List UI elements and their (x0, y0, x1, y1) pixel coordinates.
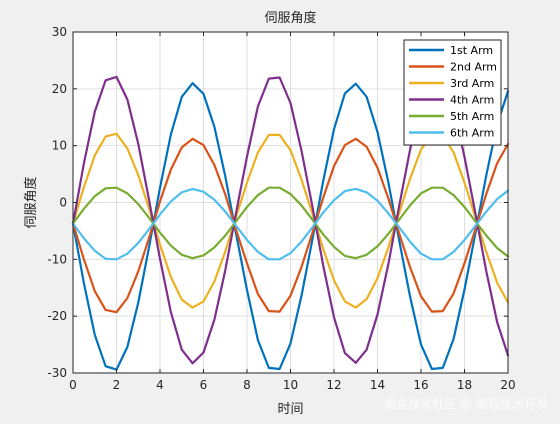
y-tick-label-4: 10 (52, 139, 67, 153)
x-tick-label-0: 0 (69, 378, 77, 392)
watermark-text: 掘金技术社区 @ 编程技术开发 (384, 396, 548, 411)
series-line-1 (71, 82, 510, 371)
legend-label-1: 1st Arm (450, 44, 493, 57)
x-axis-label: 时间 (277, 402, 303, 417)
chart-title: 伺服角度 (264, 10, 316, 26)
x-tick-label-3: 6 (200, 378, 208, 392)
x-tick-label-5: 10 (283, 378, 298, 392)
y-axis-label: 伺服角度 (23, 176, 39, 228)
legend-box (403, 39, 502, 146)
legend-label-5: 5th Arm (450, 110, 494, 123)
x-tick-label-8: 16 (413, 378, 428, 392)
x-tick-label-2: 4 (156, 378, 164, 392)
series-line-2 (71, 137, 510, 314)
legend-label-4: 4th Arm (450, 94, 494, 107)
y-tick-label-2: -10 (47, 252, 67, 266)
x-tick-label-9: 18 (457, 378, 472, 392)
legend-label-2: 2nd Arm (450, 61, 497, 74)
x-tick-label-7: 14 (370, 378, 385, 392)
y-tick-label-3: 0 (59, 196, 67, 210)
legend-label-3: 3rd Arm (450, 77, 494, 90)
y-tick-label-5: 20 (52, 82, 67, 96)
series-line-6 (71, 187, 510, 261)
y-tick-label-0: -30 (47, 366, 67, 380)
y-tick-label-6: 30 (52, 25, 67, 39)
series-line-5 (71, 186, 510, 260)
legend: 1st Arm 2nd Arm 3rd Arm 4th Arm 5th Arm 6th A… (403, 39, 502, 146)
y-tick-label-1: -20 (47, 309, 67, 323)
legend-label-6: 6th Arm (450, 127, 494, 140)
x-tick-label-1: 2 (113, 378, 121, 392)
x-tick-label-6: 12 (326, 378, 341, 392)
x-tick-label-10: 20 (500, 378, 515, 392)
ticks: 0 2 4 6 8 10 12 14 16 18 20 -30 -20 -10 0 10 20 30 (47, 25, 515, 392)
x-tick-label-4: 8 (243, 378, 251, 392)
